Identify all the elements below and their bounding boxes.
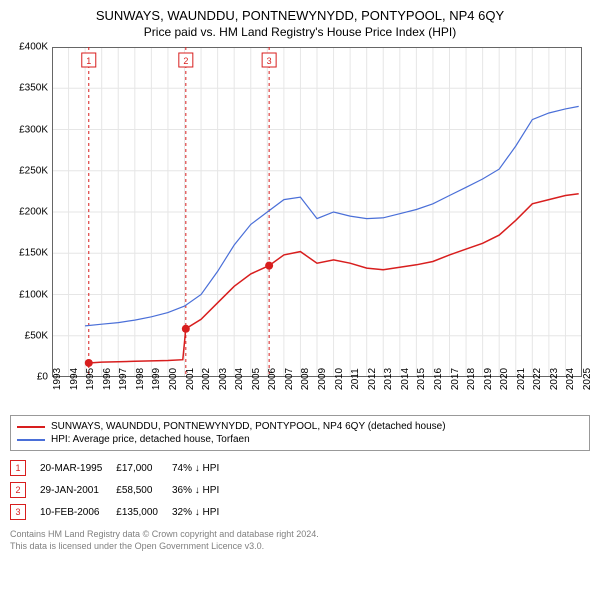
plot-region: 1 2 3	[52, 47, 582, 377]
footnote: Contains HM Land Registry data © Crown c…	[10, 529, 590, 552]
legend-label: HPI: Average price, detached house, Torf…	[51, 434, 250, 445]
marker-badge: 3	[10, 504, 26, 520]
svg-text:2: 2	[183, 56, 188, 66]
marker-row: 3 10-FEB-2006£135,00032% ↓ HPI	[10, 501, 233, 523]
marker-delta: 36% ↓ HPI	[172, 479, 233, 501]
footnote-line-1: Contains HM Land Registry data © Crown c…	[10, 529, 590, 541]
legend: SUNWAYS, WAUNDDU, PONTNEWYNYDD, PONTYPOO…	[10, 415, 590, 451]
y-tick-label: £100K	[19, 289, 48, 300]
chart-title: SUNWAYS, WAUNDDU, PONTNEWYNYDD, PONTYPOO…	[10, 8, 590, 23]
chart-svg: 1 2 3	[52, 47, 582, 377]
legend-label: SUNWAYS, WAUNDDU, PONTNEWYNYDD, PONTYPOO…	[51, 421, 446, 432]
marker-date: 29-JAN-2001	[40, 479, 116, 501]
marker-price: £135,000	[116, 501, 172, 523]
y-axis-labels: £0£50K£100K£150K£200K£250K£300K£350K£400…	[10, 47, 50, 377]
y-tick-label: £200K	[19, 207, 48, 218]
x-axis-labels: 1993199419951996199719981999200020012002…	[52, 377, 582, 407]
svg-text:3: 3	[267, 56, 272, 66]
y-tick-label: £150K	[19, 248, 48, 259]
marker-date: 20-MAR-1995	[40, 457, 116, 479]
marker-price: £17,000	[116, 457, 172, 479]
marker-row: 1 20-MAR-1995£17,00074% ↓ HPI	[10, 457, 233, 479]
chart-subtitle: Price paid vs. HM Land Registry's House …	[10, 25, 590, 39]
svg-text:1: 1	[86, 56, 91, 66]
footnote-line-2: This data is licensed under the Open Gov…	[10, 541, 590, 553]
legend-item: SUNWAYS, WAUNDDU, PONTNEWYNYDD, PONTYPOO…	[17, 420, 583, 433]
chart-area: £0£50K£100K£150K£200K£250K£300K£350K£400…	[52, 47, 582, 407]
chart-container: SUNWAYS, WAUNDDU, PONTNEWYNYDD, PONTYPOO…	[0, 0, 600, 562]
y-tick-label: £300K	[19, 124, 48, 135]
y-tick-label: £400K	[19, 42, 48, 53]
sale-markers-table: 1 20-MAR-1995£17,00074% ↓ HPI 2 29-JAN-2001…	[10, 457, 233, 523]
y-tick-label: £350K	[19, 83, 48, 94]
marker-badge: 2	[10, 482, 26, 498]
marker-price: £58,500	[116, 479, 172, 501]
legend-swatch	[17, 426, 45, 428]
y-tick-label: £50K	[25, 330, 48, 341]
y-tick-label: £0	[37, 372, 48, 383]
y-tick-label: £250K	[19, 165, 48, 176]
marker-date: 10-FEB-2006	[40, 501, 116, 523]
marker-row: 2 29-JAN-2001£58,50036% ↓ HPI	[10, 479, 233, 501]
legend-swatch	[17, 439, 45, 441]
x-tick-label: 2025	[582, 368, 600, 390]
legend-item: HPI: Average price, detached house, Torf…	[17, 433, 583, 446]
marker-badge: 1	[10, 460, 26, 476]
marker-delta: 32% ↓ HPI	[172, 501, 233, 523]
marker-delta: 74% ↓ HPI	[172, 457, 233, 479]
